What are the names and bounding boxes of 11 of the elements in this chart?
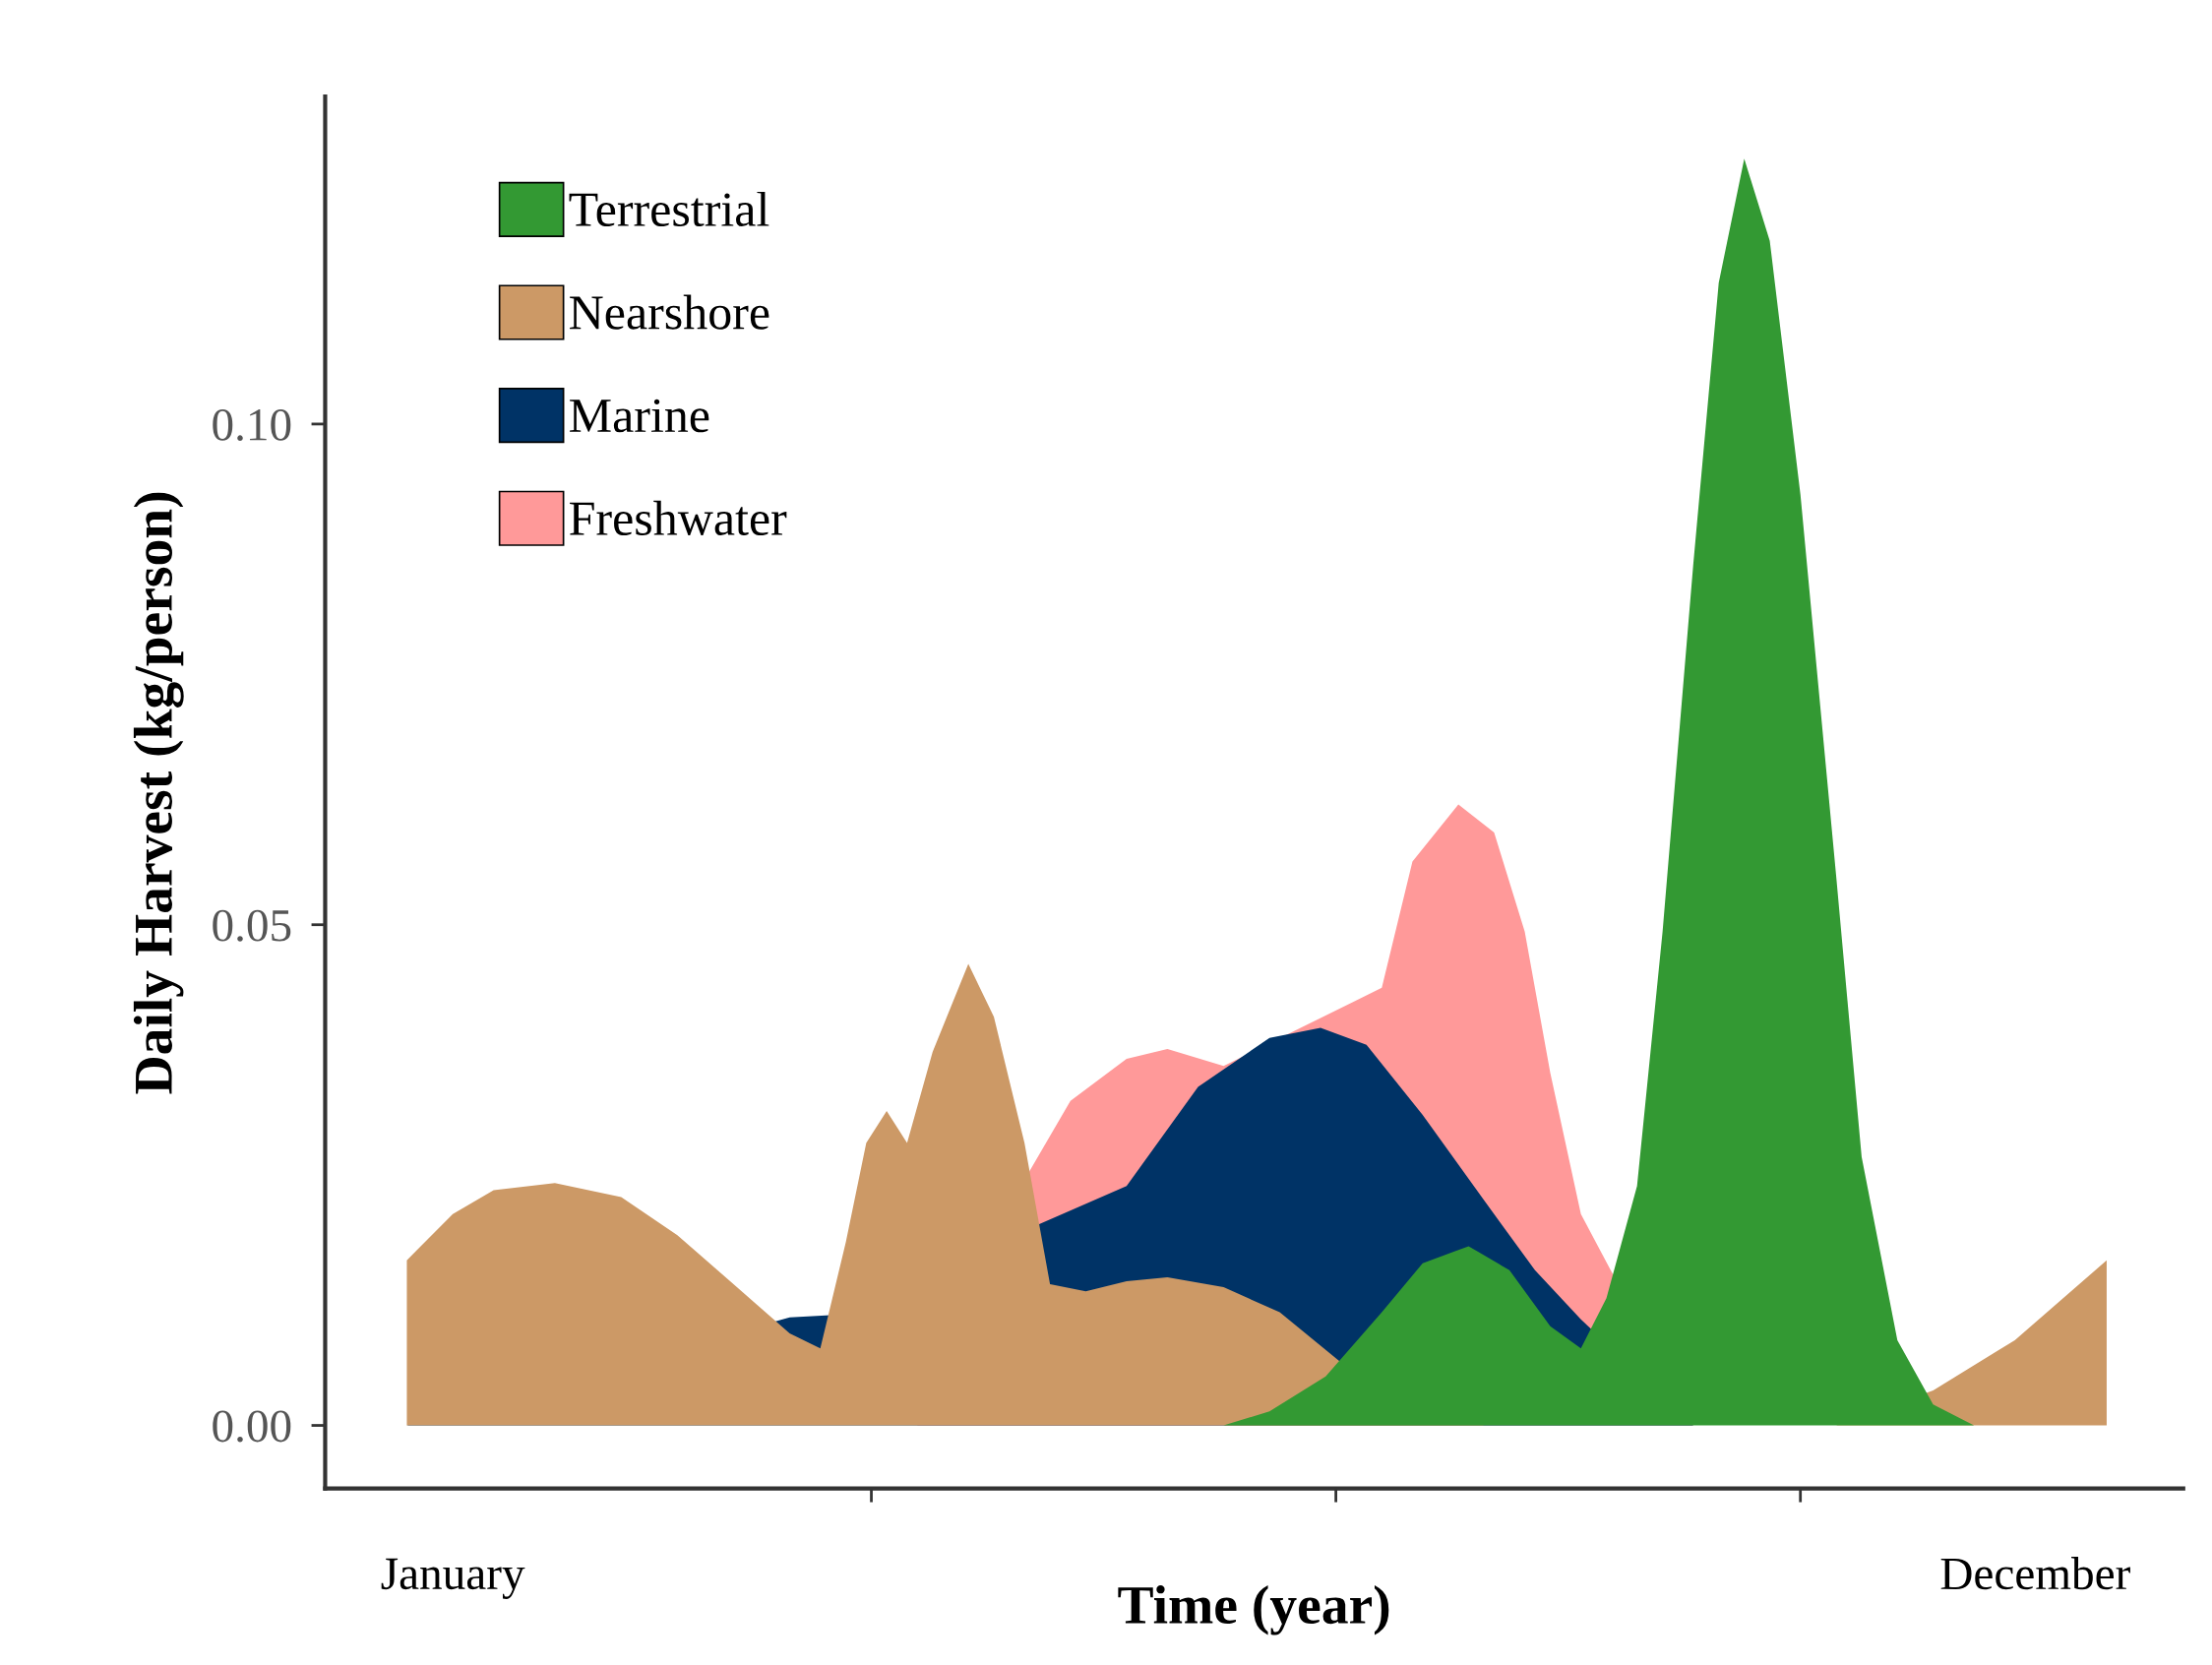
y-tick-label: 0.00 [213,1410,291,1443]
x-tick-label: January [381,1558,525,1599]
x-axis-title: Time (year) [1118,1585,1389,1635]
legend-label: Terrestrial [569,191,769,227]
y-axis-title: Daily Harvest (kg/person) [133,492,184,1094]
legend-label: Marine [570,399,709,433]
legend-label: Freshwater [570,500,787,536]
legend-label: Nearshore [570,294,769,330]
y-tick-label: 0.10 [213,408,291,441]
x-tick-label: December [1940,1557,2130,1590]
y-tick-label: 0.05 [213,909,291,942]
